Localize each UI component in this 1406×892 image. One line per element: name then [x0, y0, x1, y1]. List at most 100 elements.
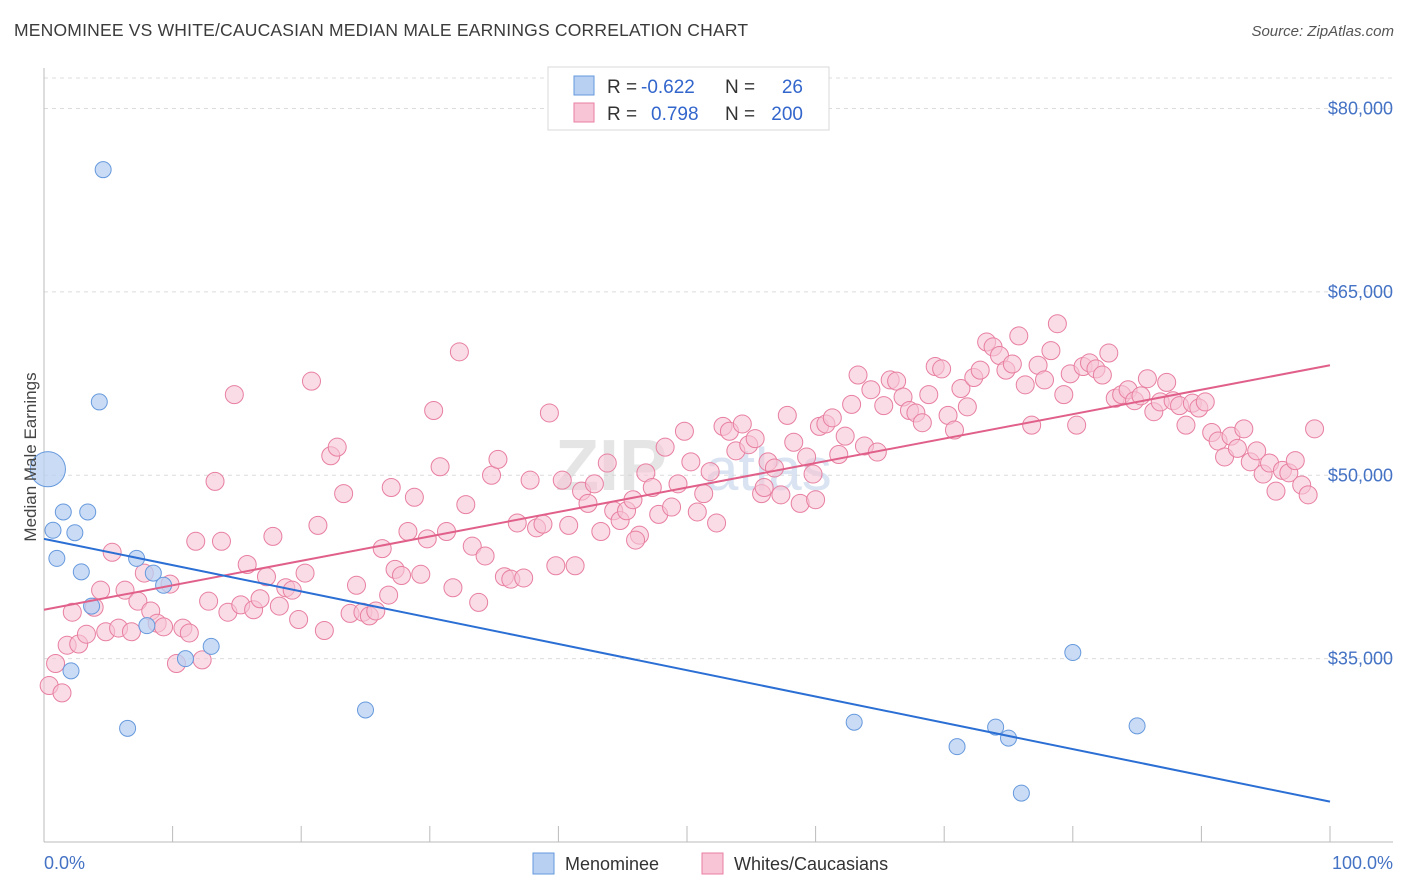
point-whites-52: [372, 539, 392, 559]
point-whites-177: [1176, 415, 1196, 435]
point-whites-36: [269, 596, 289, 616]
point-whites-61: [430, 457, 450, 477]
point-whites-80: [552, 470, 572, 490]
point-whites-35: [263, 526, 283, 546]
legend-r-value-1: -0.622: [641, 77, 695, 98]
point-whites-130: [874, 396, 894, 416]
point-whites-77: [533, 514, 553, 534]
point-whites-113: [764, 458, 784, 478]
point-whites-128: [861, 380, 881, 400]
point-whites-180: [1195, 392, 1215, 412]
point-whites-164: [1092, 365, 1112, 385]
point-whites-114: [771, 485, 791, 505]
point-menominee-6: [66, 524, 84, 542]
point-whites-18: [154, 617, 174, 637]
point-whites-199: [806, 490, 826, 510]
point-whites-27: [211, 531, 231, 551]
point-whites-153: [1022, 415, 1042, 435]
point-whites-132: [887, 371, 907, 391]
point-whites-78: [539, 403, 559, 423]
chart-title: MENOMINEE VS WHITE/CAUCASIAN MEDIAN MALE…: [14, 20, 749, 40]
point-whites-156: [1041, 341, 1061, 361]
point-whites-126: [848, 365, 868, 385]
point-whites-186: [1234, 419, 1254, 439]
point-menominee-3: [54, 503, 72, 521]
point-whites-79: [546, 556, 566, 576]
point-whites-25: [199, 591, 219, 611]
trend-line-menominee: [43, 537, 1331, 803]
x-tick-label-max: 100.0%: [1332, 853, 1393, 873]
source-credit: Source: ZipAtlas.com: [1251, 23, 1394, 40]
bottom-legend-menominee: Menominee: [565, 854, 659, 874]
point-whites-117: [790, 493, 810, 513]
point-whites-151: [1009, 326, 1029, 346]
y-tick-label-1: $50,000: [1328, 465, 1393, 485]
y-tick-labels: $35,000 $50,000 $65,000 $80,000: [1328, 99, 1393, 669]
point-whites-85: [584, 474, 604, 494]
point-whites-94: [642, 478, 662, 498]
point-whites-171: [1137, 369, 1157, 389]
point-whites-102: [694, 484, 714, 504]
legend-r-value-2: 0.798: [651, 104, 699, 125]
point-menominee-21: [987, 718, 1005, 736]
point-whites-42: [308, 515, 328, 535]
point-whites-157: [1047, 314, 1067, 334]
point-whites-74: [514, 568, 534, 588]
trend-lines: [43, 364, 1331, 803]
point-whites-125: [842, 394, 862, 414]
point-whites-198: [754, 478, 774, 498]
point-whites-26: [205, 471, 225, 491]
point-whites-191: [1266, 481, 1286, 501]
point-whites-96: [655, 437, 675, 457]
point-whites-75: [520, 470, 540, 490]
point-whites-150: [1002, 354, 1022, 374]
point-whites-116: [784, 432, 804, 452]
point-menominee-7: [48, 549, 66, 567]
point-whites-200: [626, 530, 646, 550]
point-whites-64: [449, 342, 469, 362]
point-menominee-9: [72, 563, 90, 581]
legend-r-label-2: R =: [607, 104, 637, 125]
legend: R = -0.622 N = 26 R = 0.798 N = 200: [547, 66, 830, 131]
point-whites-160: [1067, 415, 1087, 435]
point-menominee-17: [119, 719, 137, 737]
point-whites-81: [559, 515, 579, 535]
point-menominee-19: [845, 713, 863, 731]
point-whites-141: [944, 420, 964, 440]
point-whites-39: [289, 610, 309, 630]
bottom-legend-swatch-whites: [701, 852, 724, 875]
point-whites-60: [424, 400, 444, 420]
point-menominee-25: [1128, 717, 1146, 735]
point-whites-82: [565, 556, 585, 576]
point-whites-84: [578, 493, 598, 513]
y-tick-label-2: $65,000: [1328, 282, 1393, 302]
y-tick-label-0: $35,000: [1328, 649, 1393, 669]
point-whites-67: [469, 592, 489, 612]
point-whites-142: [951, 378, 971, 398]
series-whites-caucasians: [39, 314, 1325, 703]
point-whites-41: [301, 371, 321, 391]
point-whites-56: [398, 522, 418, 542]
point-whites-201: [381, 478, 401, 498]
point-menominee-1: [94, 161, 112, 179]
point-whites-155: [1035, 370, 1055, 390]
bottom-legend-whites: Whites/Caucasians: [734, 854, 888, 874]
point-whites-100: [681, 452, 701, 472]
point-menominee-20: [948, 738, 966, 756]
legend-r-label-1: R =: [607, 77, 637, 98]
point-whites-48: [346, 575, 366, 595]
point-whites-139: [932, 359, 952, 379]
point-whites-115: [777, 405, 797, 425]
point-whites-101: [687, 502, 707, 522]
point-whites-118: [797, 447, 817, 467]
point-menominee-0: [29, 451, 66, 488]
point-whites-73: [507, 513, 527, 533]
point-whites-165: [1099, 343, 1119, 363]
legend-n-value-2: 200: [771, 104, 803, 125]
point-whites-43: [314, 621, 334, 641]
point-whites-58: [411, 564, 431, 584]
point-whites-158: [1054, 385, 1074, 405]
point-whites-145: [970, 360, 990, 380]
point-whites-57: [404, 487, 424, 507]
